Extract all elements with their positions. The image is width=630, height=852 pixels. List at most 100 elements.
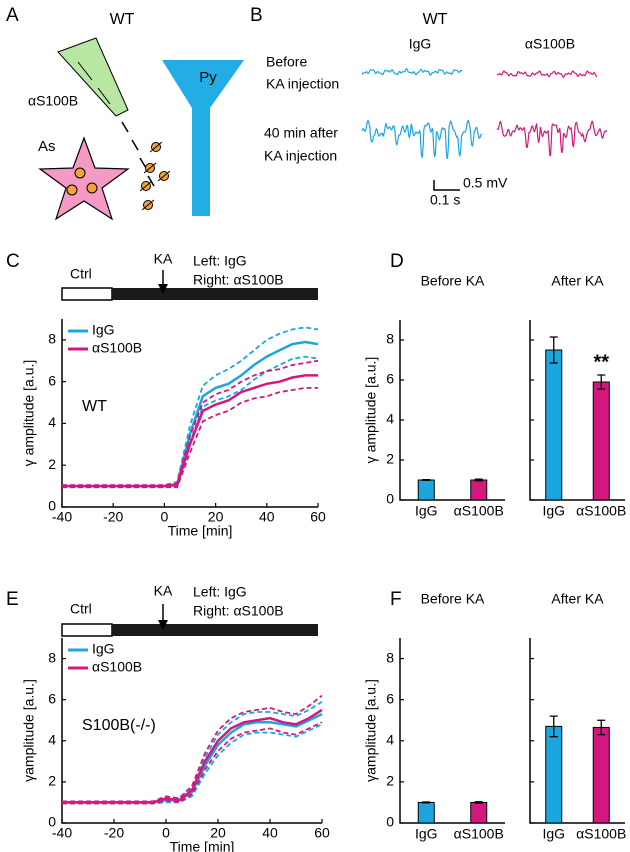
error-bar: [597, 374, 606, 390]
panel-label: F: [390, 589, 402, 610]
timeline-event: KA: [154, 251, 173, 267]
antibody-stream: [121, 121, 155, 187]
x-tick-label: 60: [314, 825, 330, 841]
axis: [529, 638, 625, 824]
bar: [417, 801, 435, 824]
x-tick-label: -20: [104, 825, 124, 841]
y-tick-label: 4: [386, 411, 394, 427]
timeline-note: Right: αS100B: [193, 603, 284, 619]
scale-bar: [433, 180, 460, 191]
diagram: WT αS100B As Py: [28, 11, 244, 221]
diagram-title: WT: [110, 11, 135, 28]
x-tick-label: 0: [161, 509, 169, 525]
y-tick-label: 6: [386, 690, 394, 706]
astrocyte: [38, 136, 130, 221]
error-bar: [422, 801, 431, 804]
y-tick-label: 0: [386, 814, 394, 830]
x-tick-label: 20: [208, 509, 224, 525]
error-bound: [62, 359, 319, 486]
y-tick-label: 2: [48, 773, 56, 789]
axis: [399, 638, 505, 824]
x-tick-label: -40: [52, 825, 72, 841]
x-tick-label: IgG: [415, 503, 438, 519]
x-tick-label: 0: [162, 825, 170, 841]
y-tick-label: 0: [386, 491, 394, 507]
y-tick-label: 8: [48, 649, 56, 665]
y-tick-label: 4: [386, 731, 394, 747]
y-tick-label: 2: [386, 773, 394, 789]
significance: **: [593, 351, 609, 373]
annotation: S100B(-/-): [82, 717, 156, 734]
control-period: [61, 623, 113, 637]
event-arrowhead: [158, 284, 168, 294]
error-bar: [597, 719, 606, 736]
error-bar: [422, 478, 431, 482]
trace: [361, 119, 483, 160]
error-bar: [549, 715, 558, 738]
x-tick-label: -40: [52, 509, 72, 525]
pipette-mark: [97, 87, 111, 105]
pipette-label: αS100B: [28, 93, 78, 109]
axis: [399, 320, 505, 501]
axis: [529, 320, 625, 501]
y-tick-label: 2: [386, 451, 394, 467]
astrocyte-label: As: [38, 138, 56, 155]
traces: [361, 67, 608, 160]
bar: [470, 479, 488, 501]
timeline-note: Right: αS100B: [193, 272, 284, 288]
timeline-label: Ctrl: [70, 266, 92, 282]
bar: [417, 479, 435, 501]
y-tick-label: 4: [48, 414, 56, 430]
timeline: Ctrl KA Left: IgG Right: αS100B: [61, 251, 318, 301]
y-tick-label: 6: [48, 372, 56, 388]
event-arrowhead: [158, 620, 168, 630]
error-bar: [474, 801, 483, 804]
y-tick-label: 8: [386, 649, 394, 665]
bar: [592, 726, 610, 824]
trace: [361, 67, 463, 76]
panel-label: D: [390, 251, 404, 272]
treatment-period: [112, 288, 318, 300]
timeline-note: Left: IgG: [193, 584, 247, 600]
y-axis-label: γamplitude [a.u.]: [363, 679, 379, 782]
trace: [496, 70, 598, 79]
x-tick-label: αS100B: [454, 826, 504, 842]
panel-label: C: [6, 251, 20, 272]
x-tick-label: αS100B: [576, 503, 626, 519]
y-tick-label: 0: [48, 814, 56, 830]
legend-label: αS100B: [92, 659, 142, 675]
scale-label: 0.5 mV: [463, 175, 508, 191]
x-tick-label: IgG: [542, 826, 565, 842]
x-tick-label: IgG: [542, 503, 565, 519]
trace-row: KA injection: [266, 76, 339, 92]
series-line: [62, 708, 323, 804]
x-tick-label: 40: [259, 509, 275, 525]
astrocyte-vesicles: [66, 167, 98, 196]
bar: [470, 801, 488, 824]
x-tick-label: IgG: [415, 826, 438, 842]
x-tick-label: 20: [210, 825, 226, 841]
bar: [545, 349, 563, 501]
legend-label: IgG: [92, 322, 115, 338]
y-tick-label: 4: [48, 731, 56, 747]
timeline: Ctrl KA Left: IgG Right: αS100B: [61, 583, 318, 637]
y-tick-label: 0: [48, 498, 56, 514]
y-axis-label: γ amplitude [a.u.]: [21, 360, 37, 467]
subplot-title: Before KA: [421, 591, 485, 607]
y-tick-label: 2: [48, 456, 56, 472]
subplot-title: After KA: [551, 591, 604, 607]
y-tick-label: 8: [386, 331, 394, 347]
trace-column: IgG: [409, 36, 432, 52]
legend-label: IgG: [92, 641, 115, 657]
scale-label: 0.1 s: [430, 192, 460, 208]
x-axis-label: Time [min]: [168, 523, 233, 539]
trace-column: αS100B: [525, 36, 575, 52]
y-axis-label: γ amplitude [a.u.]: [363, 357, 379, 464]
treatment-period: [112, 624, 318, 636]
annotation: WT: [82, 398, 107, 415]
control-period: [61, 287, 113, 301]
subplot-title: Before KA: [421, 273, 485, 289]
legend-label: αS100B: [92, 340, 142, 356]
y-tick-label: 6: [386, 371, 394, 387]
